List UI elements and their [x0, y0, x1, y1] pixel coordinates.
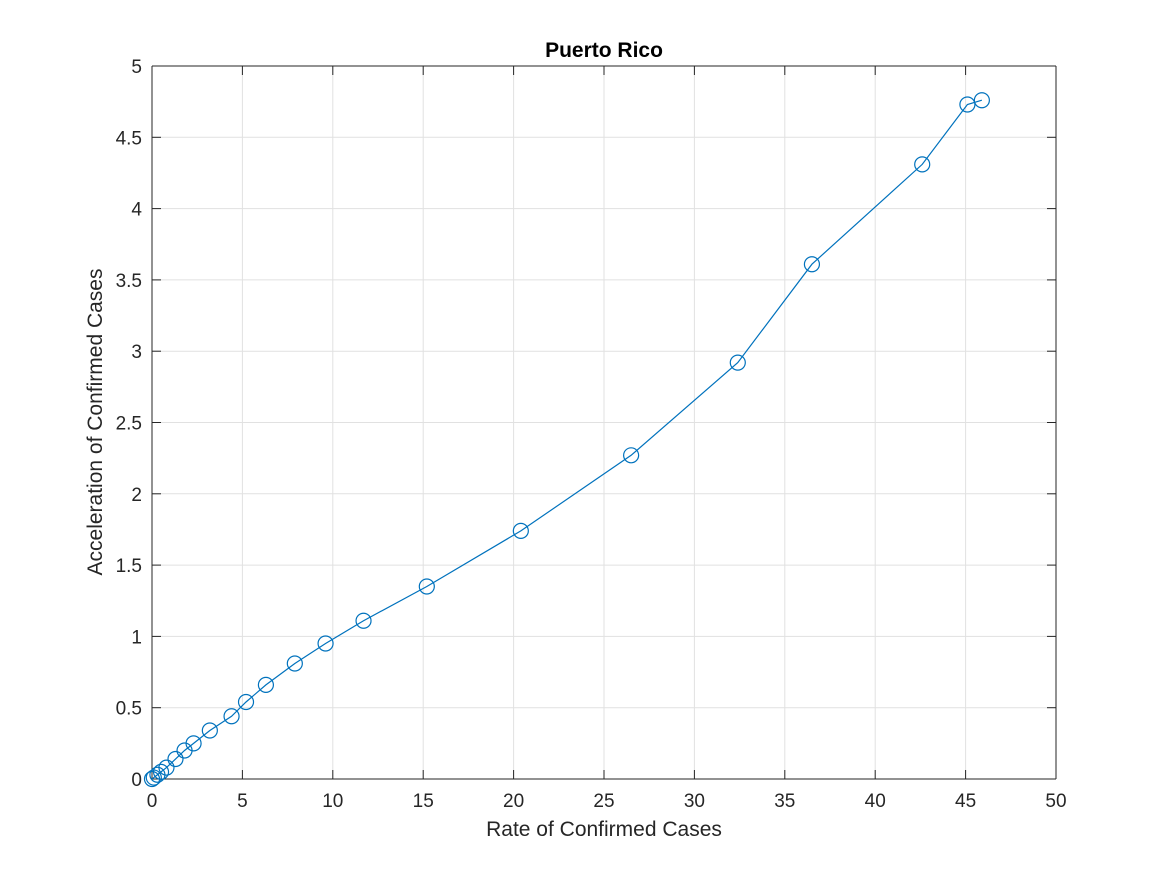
x-tick-labels: 0 5 10 15 20 25 30 35 40 45 50 [147, 791, 1067, 812]
y-tick-label: 4 [131, 200, 142, 221]
x-tick-label: 35 [774, 791, 795, 812]
x-tick-label: 0 [147, 791, 158, 812]
x-tick-label: 30 [684, 791, 705, 812]
y-axis-label: Acceleration of Confirmed Cases [84, 269, 107, 576]
data-point [959, 96, 976, 113]
data-point [257, 676, 275, 693]
y-tick-label: 2 [131, 485, 142, 506]
x-tick-label: 15 [413, 791, 434, 812]
x-tick-label: 5 [237, 791, 248, 812]
data-point [237, 693, 255, 711]
x-tick-label: 25 [593, 791, 614, 812]
data-point [152, 763, 170, 780]
axes [151, 65, 1057, 780]
x-tick-label: 50 [1045, 791, 1066, 812]
x-tick-label: 40 [865, 791, 886, 812]
data-point [201, 722, 218, 739]
data-point [418, 578, 435, 595]
x-tick-label: 45 [955, 791, 976, 812]
series-line [151, 99, 983, 780]
data-point [355, 612, 372, 629]
data-point [623, 447, 640, 464]
y-tick-label: 1 [131, 627, 142, 648]
data-point [167, 750, 184, 768]
data-point [973, 92, 990, 109]
x-axis-label: Rate of Confirmed Cases [486, 818, 722, 841]
x-tick-label: 20 [503, 791, 524, 812]
data-point [512, 522, 529, 539]
y-tick-label: 2.5 [116, 414, 142, 435]
chart-title: Puerto Rico [545, 39, 663, 62]
data-point [158, 759, 175, 776]
data-point [223, 708, 240, 725]
y-tick-label: 0.5 [116, 699, 142, 720]
data-point [803, 256, 821, 273]
x-tick-label: 10 [322, 791, 343, 812]
data-point [317, 635, 334, 652]
y-tick-labels: 0 0.5 1 1.5 2 2.5 3 3.5 4 4.5 5 [116, 57, 143, 791]
y-tick-label: 1.5 [116, 556, 142, 577]
y-tick-label: 4.5 [116, 128, 142, 149]
data-point [914, 156, 931, 173]
data-point [185, 735, 202, 752]
y-tick-label: 0 [131, 770, 142, 791]
data-series [143, 92, 990, 788]
y-tick-label: 5 [131, 57, 142, 78]
data-point [286, 655, 303, 672]
y-tick-label: 3 [131, 342, 142, 363]
y-tick-label: 3.5 [116, 271, 142, 292]
data-point [729, 354, 746, 371]
